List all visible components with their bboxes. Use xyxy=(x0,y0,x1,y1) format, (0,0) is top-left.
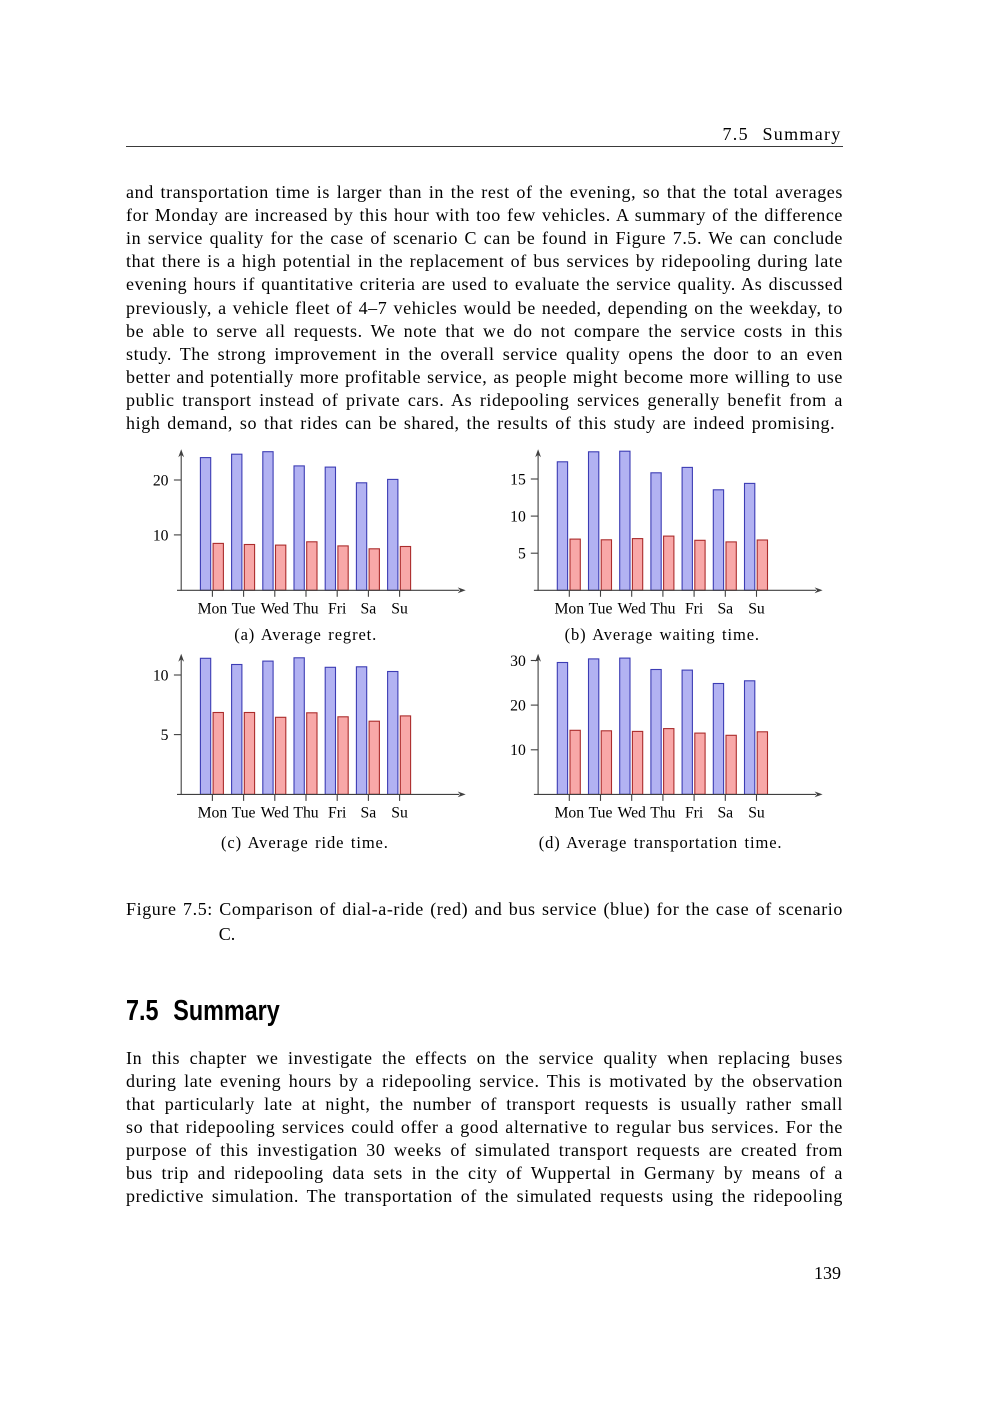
svg-text:(b) Average waiting time.: (b) Average waiting time. xyxy=(565,625,760,644)
svg-text:Sa: Sa xyxy=(361,600,377,617)
svg-text:Mon: Mon xyxy=(198,804,228,821)
svg-text:(a) Average regret.: (a) Average regret. xyxy=(234,625,377,644)
svg-text:Wed: Wed xyxy=(261,804,290,821)
svg-text:Tue: Tue xyxy=(589,600,613,617)
svg-text:Thu: Thu xyxy=(650,804,675,821)
svg-text:20: 20 xyxy=(510,698,526,715)
svg-text:30: 30 xyxy=(510,653,526,670)
svg-text:Thu: Thu xyxy=(650,600,675,617)
svg-text:(d) Average transportation tim: (d) Average transportation time. xyxy=(539,833,783,852)
svg-text:Su: Su xyxy=(748,804,765,821)
svg-text:Su: Su xyxy=(748,600,765,617)
svg-text:Sa: Sa xyxy=(361,804,377,821)
svg-text:Sa: Sa xyxy=(717,600,733,617)
svg-text:(c) Average ride time.: (c) Average ride time. xyxy=(221,833,389,852)
svg-text:Thu: Thu xyxy=(293,600,318,617)
svg-text:Sa: Sa xyxy=(717,804,733,821)
svg-text:Su: Su xyxy=(391,600,408,617)
svg-text:Mon: Mon xyxy=(554,600,584,617)
svg-text:Fri: Fri xyxy=(328,600,347,617)
svg-text:Wed: Wed xyxy=(261,600,290,617)
svg-text:Tue: Tue xyxy=(232,804,256,821)
svg-text:15: 15 xyxy=(510,471,526,488)
svg-text:Mon: Mon xyxy=(554,804,584,821)
svg-text:Su: Su xyxy=(391,804,408,821)
svg-text:Fri: Fri xyxy=(685,804,704,821)
svg-text:20: 20 xyxy=(153,472,169,489)
svg-text:10: 10 xyxy=(510,509,526,526)
svg-text:Thu: Thu xyxy=(293,804,318,821)
svg-text:Wed: Wed xyxy=(618,804,647,821)
svg-text:Fri: Fri xyxy=(328,804,347,821)
svg-text:10: 10 xyxy=(153,667,169,684)
svg-text:5: 5 xyxy=(161,727,169,744)
svg-text:Mon: Mon xyxy=(198,600,228,617)
svg-text:10: 10 xyxy=(153,527,169,544)
svg-text:10: 10 xyxy=(510,742,526,759)
svg-text:Tue: Tue xyxy=(589,804,613,821)
svg-text:Tue: Tue xyxy=(232,600,256,617)
svg-text:Fri: Fri xyxy=(685,600,704,617)
svg-text:5: 5 xyxy=(518,546,526,563)
svg-text:Wed: Wed xyxy=(618,600,647,617)
